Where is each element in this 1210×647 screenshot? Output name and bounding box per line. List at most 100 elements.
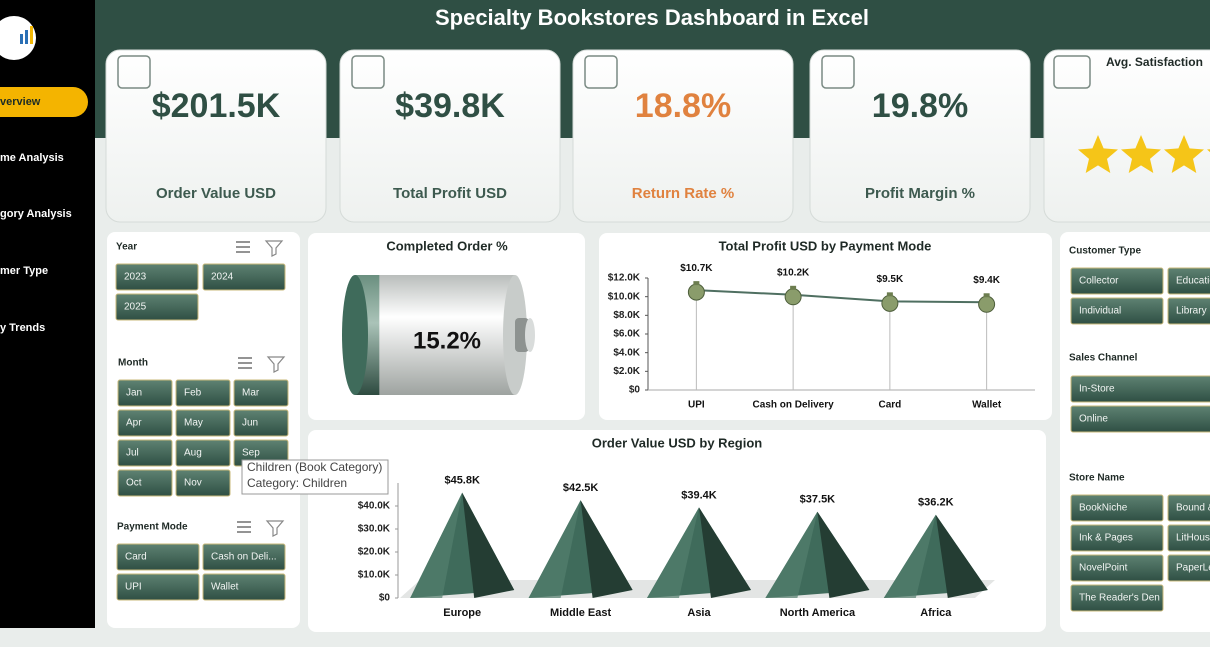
y-tick-label: $8.0K [613, 310, 640, 321]
slicer-item: Jan [126, 388, 142, 399]
y-tick-label: $2.0K [613, 366, 640, 377]
y-tick-label: $12.0K [608, 273, 641, 284]
slicer-item: Nov [184, 478, 202, 489]
clear-filter-icon [264, 240, 284, 257]
kpi-card [339, 49, 561, 223]
slicer-button [1070, 494, 1164, 522]
kpi-label: Total Profit USD [393, 185, 507, 202]
gauge-cap [342, 275, 368, 395]
slicer-item: PaperLe [1176, 563, 1210, 574]
pyramid-light [410, 492, 463, 598]
slicer-item: BookNiche [1079, 503, 1128, 514]
pyramid-light [528, 500, 581, 598]
clear-filter-icon [265, 520, 285, 537]
x-tick-label: Card [878, 400, 901, 411]
nav-item: mer Type [0, 265, 48, 277]
slicer-item: Jun [242, 418, 258, 429]
slicer-button [1167, 554, 1210, 582]
logo-bar [25, 30, 28, 44]
slicer-item: Sep [242, 448, 260, 459]
slicer-item: 2023 [124, 272, 147, 283]
y-tick-label: $40.0K [358, 501, 391, 512]
slicer-item: Bound & [1176, 503, 1210, 514]
slicer-item: Cash on Deli... [211, 552, 277, 563]
x-tick-label: Africa [920, 607, 952, 619]
slicer-button [1167, 524, 1210, 552]
slicer-item: Jul [126, 448, 139, 459]
battery-terminal [525, 318, 535, 352]
nav-item: verview [0, 96, 41, 108]
tooltip [241, 459, 389, 495]
card-title: Completed Order % [386, 238, 508, 253]
star [1207, 149, 1210, 153]
kpi-card [809, 49, 1031, 223]
slicer-item: NovelPoint [1079, 563, 1128, 574]
slicer-button [1070, 267, 1164, 295]
slicer-button [1070, 584, 1164, 612]
y-tick-label: $20.0K [358, 547, 391, 558]
clear-filter-icon [266, 356, 286, 373]
slicer-item: May [184, 418, 203, 429]
slicer-button [117, 409, 173, 437]
slicer-button [1167, 267, 1210, 295]
nav-item: me Analysis [0, 152, 64, 164]
value-label: $36.2K [918, 497, 954, 509]
kpi-value: 19.8% [872, 87, 968, 125]
chart-title: Total Profit USD by Payment Mode [719, 238, 932, 253]
pyramid-shade [699, 507, 751, 598]
dashboard-title: Specialty Bookstores Dashboard in Excel [435, 5, 869, 30]
slicer-button [175, 469, 231, 497]
kpi-icon [351, 55, 385, 89]
y-tick-label: $30.0K [358, 524, 391, 535]
marker [881, 294, 899, 312]
slicer-item: Educatio [1176, 276, 1210, 287]
slicer-item: Card [125, 552, 147, 563]
kpi-card [1043, 49, 1210, 223]
slicer-button [233, 379, 289, 407]
slicer-item: 2025 [124, 302, 147, 313]
slicer-button [117, 439, 173, 467]
slicer-button [117, 379, 173, 407]
marker [978, 295, 996, 313]
slicer-button [115, 263, 199, 291]
multi-select-icon [238, 357, 252, 369]
slicer-button [1070, 375, 1210, 403]
pyramid-light [765, 511, 818, 598]
slicer-button [1167, 297, 1210, 325]
kpi-card [105, 49, 327, 223]
y-tick-label: $10.0K [358, 570, 391, 581]
pyramid-light [647, 507, 699, 598]
slicer-button [175, 409, 231, 437]
y-tick-label: $6.0K [613, 329, 640, 340]
slicer-item: Online [1079, 414, 1108, 425]
marker-top [983, 293, 990, 298]
x-tick-label: Middle East [550, 607, 611, 619]
value-label: $39.4K [681, 489, 717, 501]
pyramid-shade [935, 514, 988, 598]
kpi-card [572, 49, 794, 223]
slicer-button [1070, 524, 1164, 552]
slicer-button [1167, 494, 1210, 522]
gauge-label: 15.2% [413, 327, 481, 354]
slicer-button [116, 573, 200, 601]
kpi-icon [117, 55, 151, 89]
y-tick-label: $0 [379, 593, 391, 604]
value-label: $42.5K [563, 482, 599, 494]
tooltip-line: Category: Children [247, 476, 347, 490]
logo-bar [20, 34, 23, 44]
slicer-item: Oct [126, 478, 142, 489]
multi-select-icon [236, 241, 250, 253]
marker-top [790, 285, 797, 290]
slicer-button [1070, 554, 1164, 582]
x-tick-label: Europe [443, 607, 481, 619]
slicer-item: Feb [184, 388, 202, 399]
kpi-value: $39.8K [395, 87, 505, 125]
slicer-button [202, 263, 286, 291]
value-label: $9.4K [973, 275, 1000, 286]
pyramid-shade [580, 500, 633, 598]
pyramid-shade [462, 492, 515, 598]
kpi-label: Return Rate % [632, 185, 735, 202]
x-tick-label: UPI [688, 400, 705, 411]
value-label: $37.5K [800, 494, 836, 506]
